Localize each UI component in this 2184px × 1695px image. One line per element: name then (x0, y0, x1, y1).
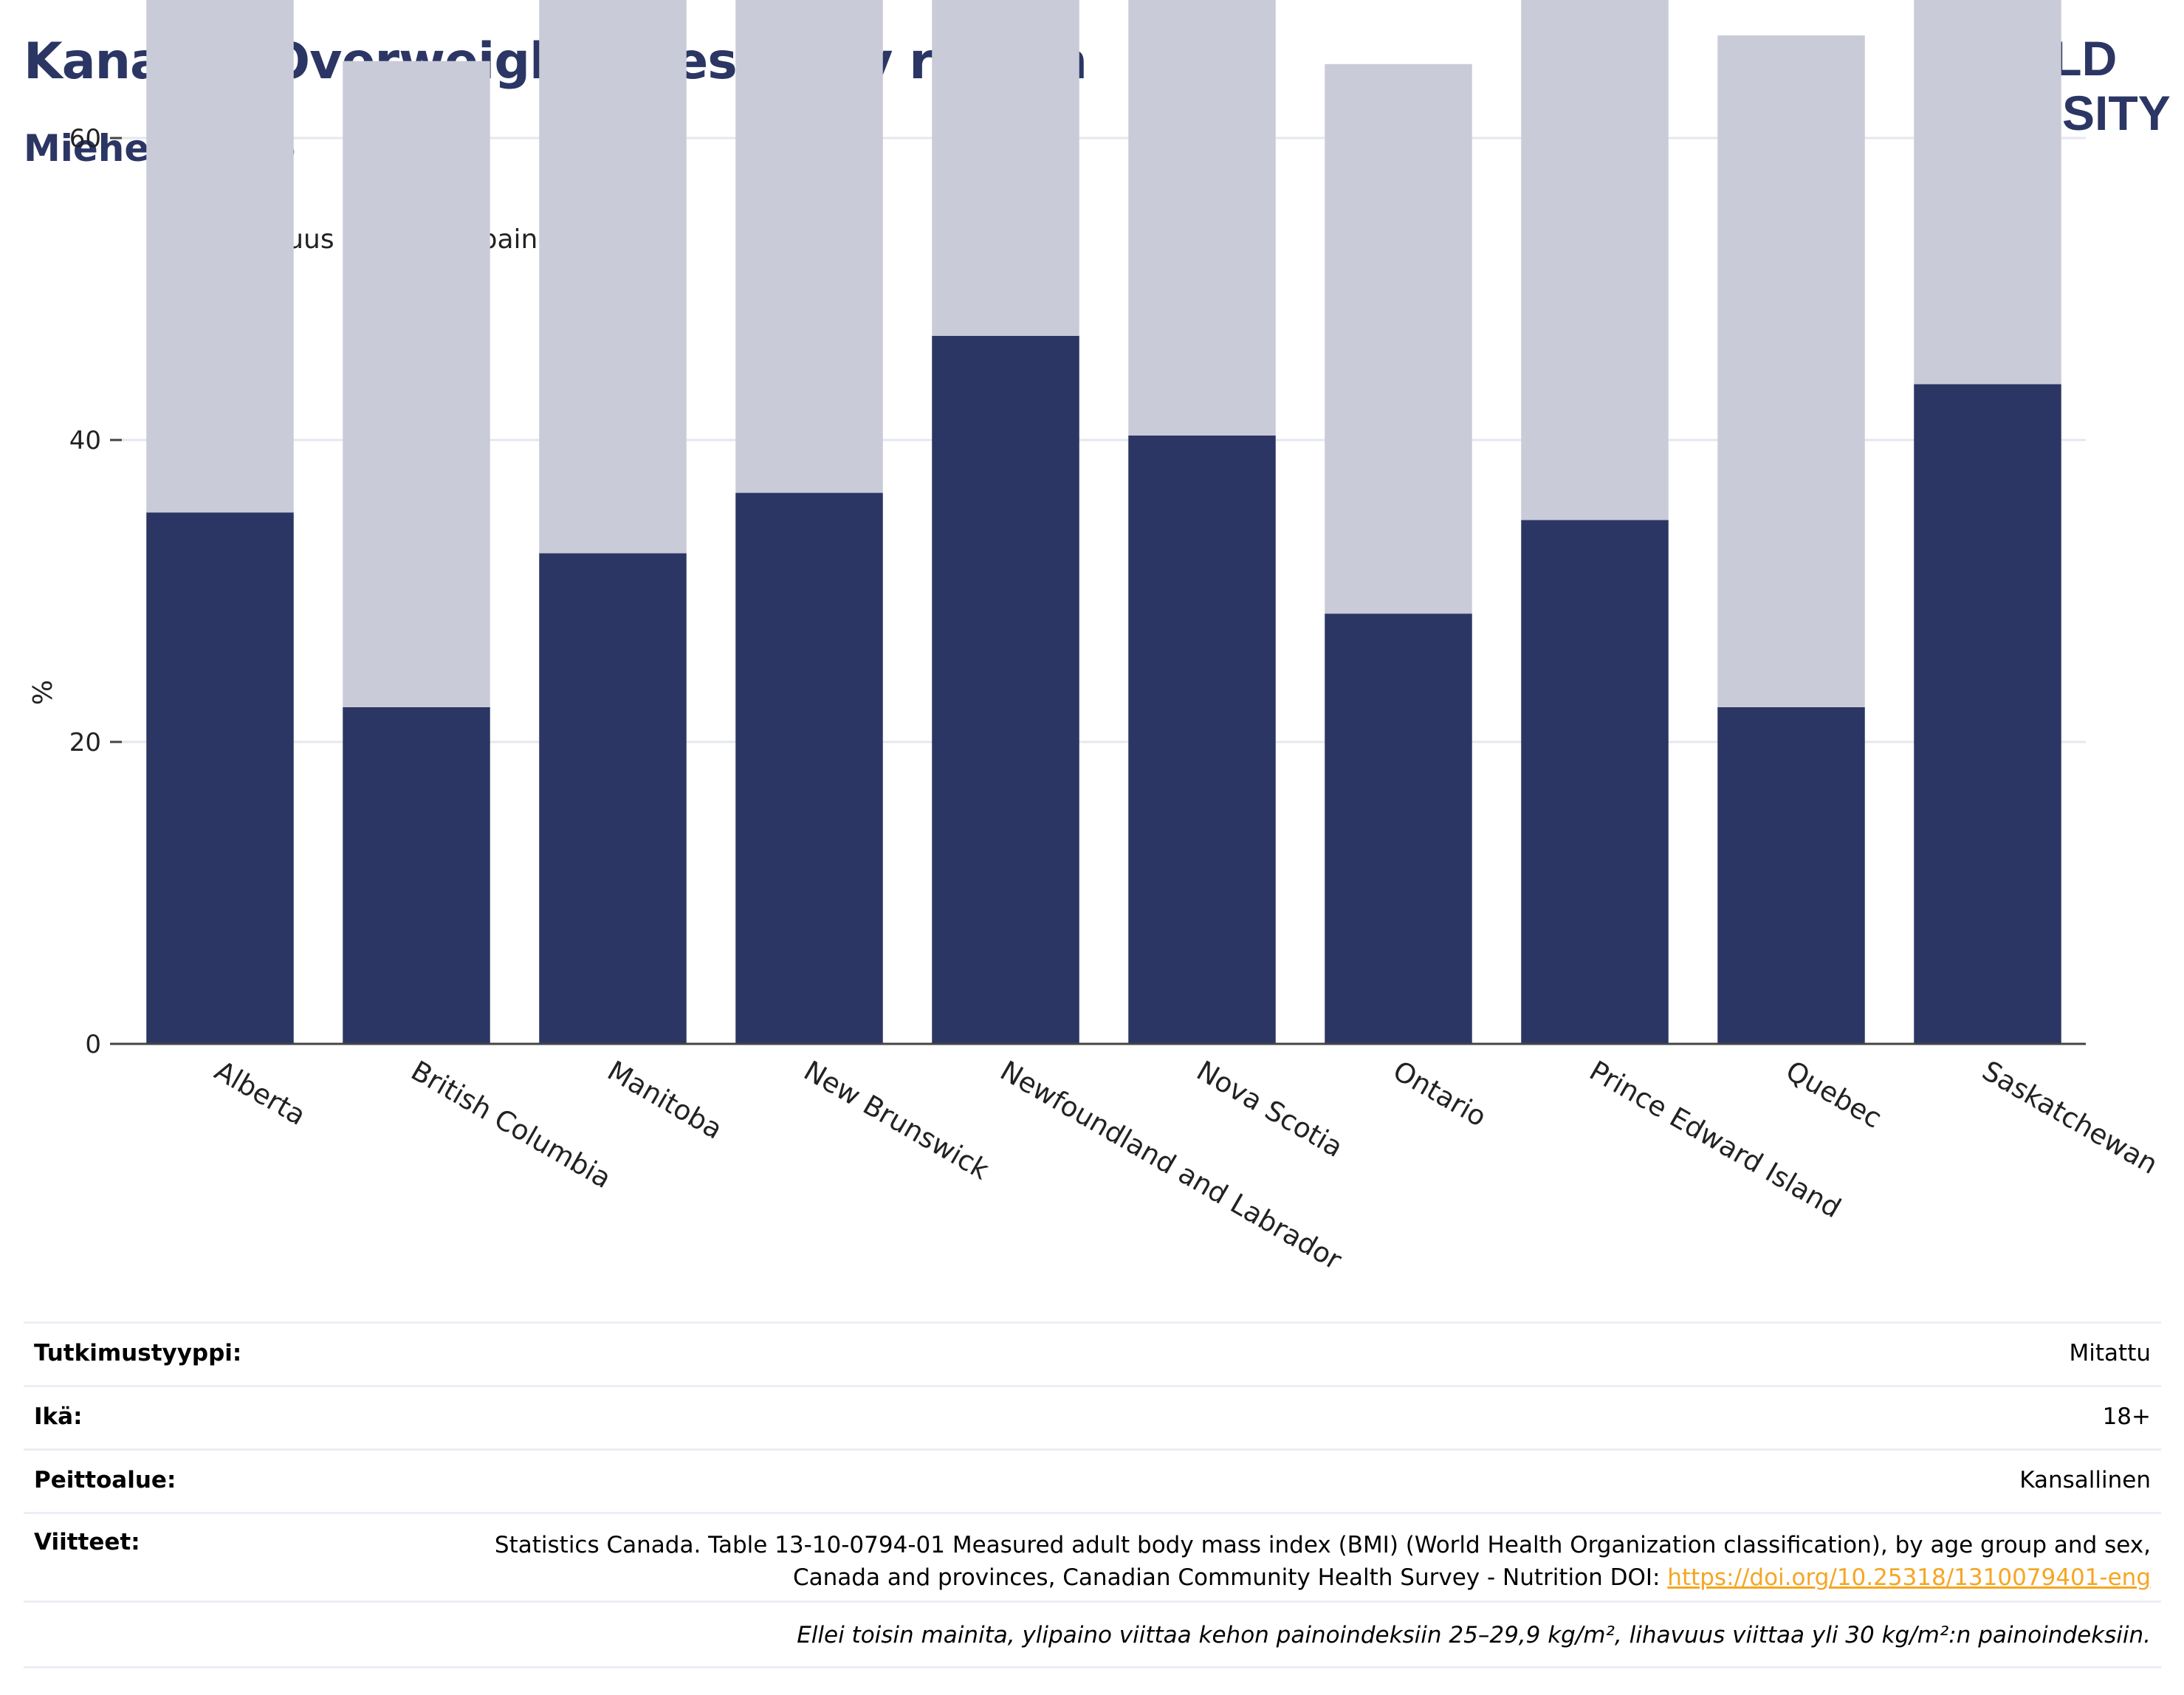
bar-obesity[interactable] (932, 335, 1079, 1044)
info-row-study-type: Tutkimustyyppi: Mitattu (24, 1321, 2161, 1385)
x-tick-label: Newfoundland and Labrador (995, 1055, 1348, 1277)
x-tick-label: Nova Scotia (1192, 1055, 1349, 1164)
references-text: Statistics Canada. Table 13-10-0794-01 M… (494, 1532, 2151, 1591)
bar-overweight[interactable] (343, 61, 490, 707)
info-row-references: Viitteet: Statistics Canada. Table 13-10… (24, 1512, 2161, 1601)
references-value: Statistics Canada. Table 13-10-0794-01 M… (467, 1529, 2151, 1594)
bar-obesity[interactable] (1914, 384, 2061, 1044)
bar-obesity[interactable] (539, 553, 687, 1044)
references-doi-link[interactable]: https://doi.org/10.25318/1310079401-eng (1667, 1564, 2151, 1591)
bar-obesity[interactable] (1128, 435, 1276, 1044)
bar-overweight[interactable] (1325, 63, 1472, 614)
info-row-age: Ikä: 18+ (24, 1385, 2161, 1448)
bar-obesity[interactable] (343, 706, 490, 1044)
coverage-label: Peittoalue: (34, 1467, 176, 1493)
definition-note: Ellei toisin mainita, ylipaino viittaa k… (797, 1622, 2151, 1648)
x-tick-label: Quebec (1781, 1055, 1887, 1135)
study-type-value: Mitattu (2069, 1340, 2151, 1366)
bar-overweight[interactable] (1128, 0, 1276, 436)
y-tick-label: 20 (69, 728, 101, 757)
age-value: 18+ (2102, 1403, 2151, 1430)
bar-overweight[interactable] (735, 0, 883, 493)
info-row-note: Ellei toisin mainita, ylipaino viittaa k… (24, 1601, 2161, 1666)
study-type-label: Tutkimustyyppi: (34, 1340, 242, 1366)
y-tick-label: 60 (69, 124, 101, 154)
y-tick-label: 40 (69, 426, 101, 455)
info-row-coverage: Peittoalue: Kansallinen (24, 1448, 2161, 1512)
bar-overweight[interactable] (932, 0, 1079, 336)
coverage-value: Kansallinen (2019, 1467, 2151, 1493)
bar-overweight[interactable] (146, 0, 294, 513)
age-label: Ikä: (34, 1403, 83, 1430)
bar-overweight[interactable] (1914, 0, 2061, 385)
stacked-bar-chart: 020406080AlbertaBritish ColumbiaManitoba… (28, 0, 2163, 1277)
bar-overweight[interactable] (1717, 35, 1865, 707)
info-table: Tutkimustyyppi: Mitattu Ikä: 18+ Peittoa… (24, 1321, 2161, 1668)
x-tick-label: Saskatchewan (1977, 1055, 2163, 1180)
table-bottom-border (24, 1666, 2161, 1668)
bar-overweight[interactable] (539, 0, 687, 554)
y-tick-label: 0 (85, 1030, 101, 1059)
bar-obesity[interactable] (1325, 613, 1472, 1044)
references-label: Viitteet: (34, 1529, 140, 1555)
x-tick-label: Manitoba (602, 1055, 728, 1146)
bar-obesity[interactable] (735, 492, 883, 1044)
bars (146, 0, 2061, 1044)
bar-obesity[interactable] (146, 512, 294, 1044)
x-tick-label: New Brunswick (799, 1055, 995, 1186)
x-tick-label: Alberta (210, 1055, 312, 1132)
bar-obesity[interactable] (1717, 706, 1865, 1044)
x-tick-label: Ontario (1388, 1055, 1492, 1133)
bar-obesity[interactable] (1521, 520, 1669, 1044)
x-tick-label: British Columbia (406, 1055, 617, 1195)
bar-overweight[interactable] (1521, 0, 1669, 520)
y-axis-label: % (28, 680, 58, 705)
